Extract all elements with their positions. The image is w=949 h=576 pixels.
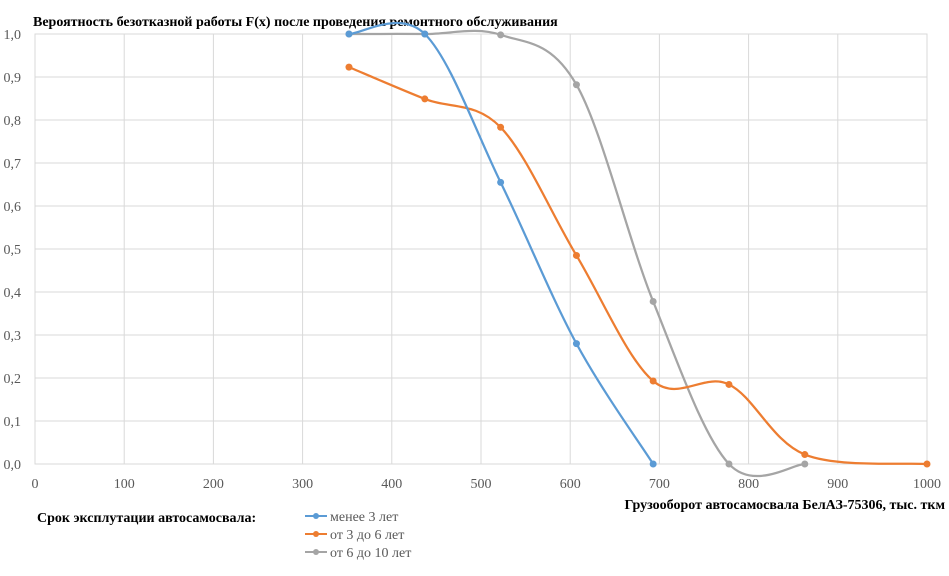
data-point [497, 31, 505, 39]
x-tick-label: 500 [471, 477, 492, 492]
legend-title: Срок эксплутации автосамосвала: [37, 511, 256, 526]
x-tick-label: 600 [560, 477, 581, 492]
series-line [347, 21, 655, 466]
data-point [421, 30, 429, 38]
x-tick-label: 900 [827, 477, 848, 492]
series-line [347, 65, 929, 466]
y-tick-label: 0,9 [4, 71, 22, 86]
series-lines [345, 21, 931, 478]
x-tick-label: 0 [32, 477, 39, 492]
x-axis-ticks: 0 100 200 300 400 500 600 700 800 900 1000 [32, 477, 942, 492]
y-tick-label: 0,1 [4, 415, 22, 430]
data-point [923, 460, 931, 468]
x-tick-label: 300 [292, 477, 313, 492]
data-point [649, 377, 657, 385]
y-tick-label: 0,0 [4, 458, 22, 473]
chart-title: Вероятность безотказной работы F(x) посл… [33, 15, 558, 30]
y-tick-label: 0,8 [4, 114, 22, 129]
legend: менее 3 лет от 3 до 6 лет от 6 до 10 лет [305, 510, 411, 561]
data-point [801, 460, 809, 468]
legend-entry: от 3 до 6 лет [330, 528, 404, 543]
legend-swatch-marker [313, 513, 319, 519]
data-point [421, 95, 429, 103]
data-point [801, 451, 809, 459]
legend-swatch-marker [313, 531, 319, 537]
x-tick-label: 400 [381, 477, 402, 492]
legend-entry: от 6 до 10 лет [330, 546, 411, 561]
data-point [497, 178, 505, 186]
data-point [649, 460, 657, 468]
grid-lines [34, 33, 928, 465]
y-tick-label: 1,0 [4, 28, 22, 43]
data-point [572, 81, 580, 89]
plot-area [34, 33, 928, 465]
data-point [725, 460, 733, 468]
x-tick-label: 200 [203, 477, 224, 492]
data-point [572, 251, 580, 259]
data-point [572, 340, 580, 348]
data-point [345, 63, 353, 71]
legend-swatch-marker [313, 549, 319, 555]
x-tick-label: 700 [649, 477, 670, 492]
data-point [345, 30, 353, 38]
x-axis-label: Грузооборот автосамосвала БелАЗ-75306, т… [625, 498, 946, 513]
x-tick-label: 1000 [913, 477, 941, 492]
y-tick-label: 0,2 [4, 372, 22, 387]
y-tick-label: 0,6 [4, 200, 22, 215]
x-tick-label: 800 [738, 477, 759, 492]
legend-entry: менее 3 лет [330, 510, 398, 525]
series-line [347, 29, 806, 478]
y-axis-ticks: 0,0 0,1 0,2 0,3 0,4 0,5 0,6 0,7 0,8 0,9 1,0 [4, 28, 22, 473]
y-tick-label: 0,7 [4, 157, 22, 172]
y-tick-label: 0,3 [4, 329, 22, 344]
y-tick-label: 0,4 [4, 286, 22, 301]
y-tick-label: 0,5 [4, 243, 22, 258]
data-point [497, 123, 505, 131]
data-point [649, 297, 657, 305]
data-point [725, 380, 733, 388]
x-tick-label: 100 [114, 477, 135, 492]
